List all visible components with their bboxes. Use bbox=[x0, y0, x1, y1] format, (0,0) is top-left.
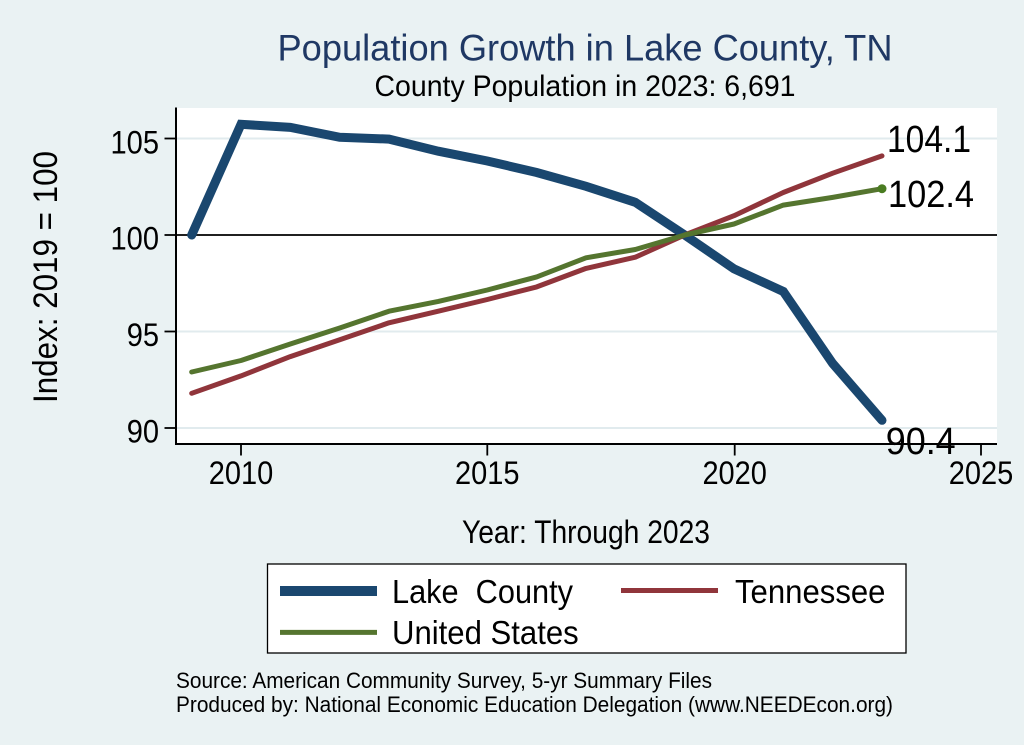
svg-text:2010: 2010 bbox=[209, 455, 274, 491]
svg-text:90: 90 bbox=[127, 414, 159, 450]
svg-text:90.4: 90.4 bbox=[886, 421, 956, 463]
svg-text:Lake County: Lake County bbox=[392, 574, 573, 611]
svg-text:Produced by: National Economic: Produced by: National Economic Education… bbox=[176, 692, 893, 717]
svg-text:Index: 2019 = 100: Index: 2019 = 100 bbox=[27, 151, 65, 403]
svg-text:Year: Through 2023: Year: Through 2023 bbox=[462, 514, 710, 550]
svg-text:Tennessee: Tennessee bbox=[735, 574, 886, 611]
svg-text:105: 105 bbox=[111, 124, 160, 160]
svg-text:2020: 2020 bbox=[702, 455, 767, 491]
svg-text:104.1: 104.1 bbox=[887, 119, 971, 161]
svg-text:Source: American Community Sur: Source: American Community Survey, 5-yr … bbox=[176, 668, 712, 693]
svg-text:2025: 2025 bbox=[949, 455, 1014, 491]
svg-text:United States: United States bbox=[392, 615, 579, 652]
svg-text:Population Growth in Lake Coun: Population Growth in Lake County, TN bbox=[278, 27, 893, 69]
svg-text:95: 95 bbox=[127, 317, 159, 353]
svg-text:2015: 2015 bbox=[455, 455, 520, 491]
svg-text:County Population in 2023: 6,6: County Population in 2023: 6,691 bbox=[375, 70, 796, 103]
svg-text:102.4: 102.4 bbox=[888, 174, 974, 216]
svg-text:100: 100 bbox=[111, 221, 160, 257]
